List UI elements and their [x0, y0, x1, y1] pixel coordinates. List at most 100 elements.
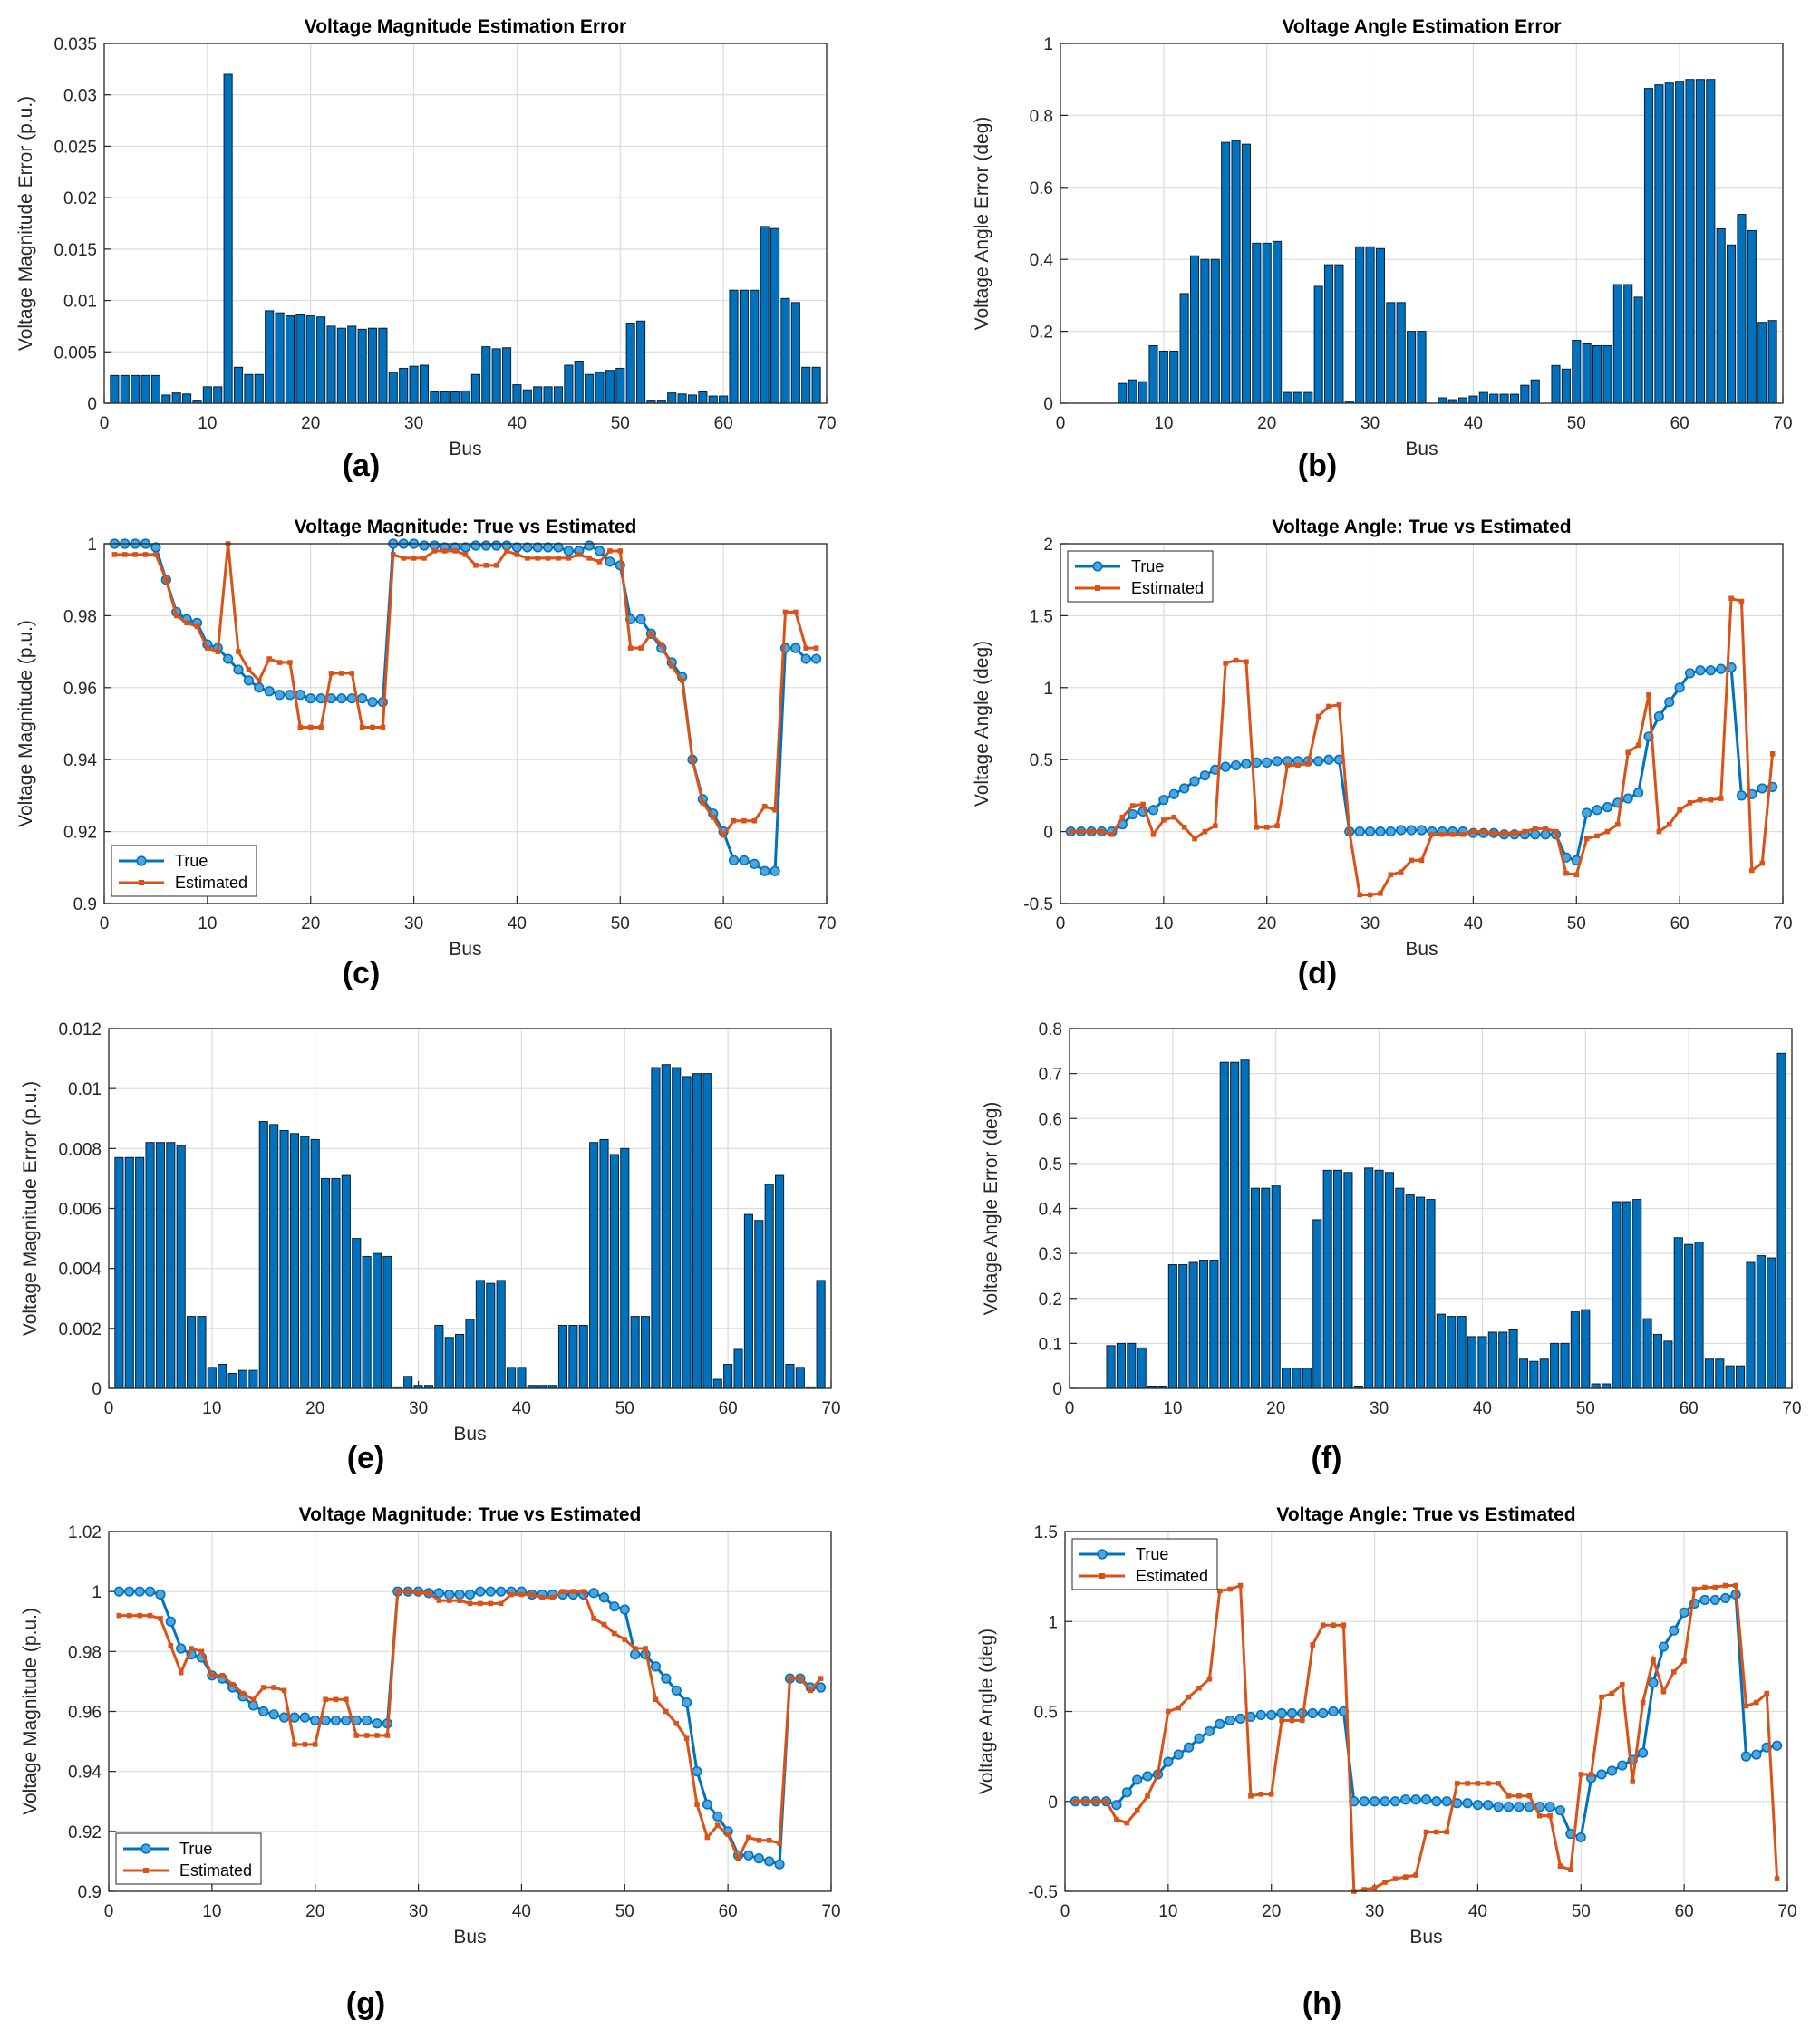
data-point	[1129, 803, 1136, 808]
data-point	[1547, 1812, 1553, 1819]
series-true	[1065, 662, 1778, 865]
bar	[145, 1142, 155, 1389]
data-point	[1318, 1707, 1329, 1719]
data-point	[1206, 1676, 1213, 1682]
data-point	[297, 724, 304, 730]
y-axis-label: Voltage Magnitude (p.u.)	[20, 1608, 41, 1815]
bar	[1685, 79, 1695, 404]
data-point	[1072, 1798, 1079, 1804]
data-point	[223, 653, 234, 664]
bar	[430, 392, 440, 404]
data-point	[704, 1834, 711, 1841]
data-point	[607, 548, 613, 554]
data-point	[1651, 1657, 1656, 1662]
data-point	[1557, 1863, 1563, 1870]
bar	[182, 393, 192, 404]
data-point	[1375, 826, 1386, 837]
data-point	[215, 649, 221, 654]
x-tick-label: 70	[1773, 914, 1792, 933]
data-point	[1702, 1584, 1708, 1590]
data-point	[274, 690, 286, 701]
data-point	[1114, 1816, 1119, 1822]
bar	[1283, 392, 1292, 404]
bar	[1396, 302, 1406, 404]
data-point	[446, 1598, 452, 1603]
bar	[444, 1337, 454, 1389]
data-point	[1449, 831, 1456, 837]
data-point	[426, 1590, 431, 1596]
bar	[357, 328, 367, 404]
data-point	[1272, 756, 1283, 767]
x-axis-label: Bus	[1409, 1927, 1442, 1948]
bar	[543, 386, 553, 404]
data-point	[184, 620, 189, 626]
axes-frame	[108, 1028, 832, 1389]
bar	[557, 1325, 568, 1389]
legend-label: True	[175, 852, 208, 870]
bar	[166, 1142, 176, 1389]
data-point	[800, 653, 811, 664]
x-tick-label: 20	[305, 1902, 324, 1921]
data-point	[1420, 1794, 1432, 1805]
data-point	[813, 645, 819, 651]
data-point	[1716, 663, 1727, 674]
data-point	[137, 1612, 142, 1619]
data-point	[1718, 796, 1724, 801]
bar	[512, 384, 522, 404]
data-point	[712, 1811, 723, 1822]
x-tick-label: 0	[100, 414, 110, 433]
x-tick-label: 30	[1360, 914, 1380, 933]
bar	[574, 360, 584, 404]
bar	[1292, 1368, 1302, 1389]
data-point	[643, 1646, 648, 1651]
bar	[171, 392, 181, 404]
data-point	[111, 552, 118, 557]
bar	[491, 348, 501, 404]
bar	[1374, 1169, 1384, 1389]
data-point	[1305, 761, 1312, 767]
y-tick-label: 0.03	[63, 87, 97, 106]
data-point	[529, 1591, 535, 1598]
data-point	[1103, 1798, 1109, 1804]
bar	[388, 372, 398, 404]
data-point	[1225, 1715, 1235, 1726]
bar	[743, 1213, 753, 1389]
bar	[316, 316, 326, 404]
bar	[517, 1367, 527, 1389]
legend-marker	[139, 880, 144, 885]
data-point	[1522, 828, 1528, 835]
data-point	[1089, 828, 1094, 835]
data-point	[770, 865, 780, 876]
bar	[723, 1364, 733, 1389]
data-point	[673, 1720, 680, 1726]
data-point	[372, 1718, 382, 1729]
data-point	[648, 631, 654, 637]
data-point	[363, 1733, 370, 1738]
y-tick-label: 0.025	[53, 138, 97, 157]
y-tick-label: 0.5	[1034, 1704, 1058, 1723]
bar	[1457, 1316, 1467, 1389]
data-point	[749, 858, 760, 869]
bar-series	[110, 73, 821, 404]
data-point	[803, 645, 809, 651]
data-point	[1392, 1876, 1399, 1881]
data-point	[777, 1841, 782, 1846]
data-point	[1578, 1772, 1584, 1777]
y-tick-label: 0.2	[1039, 1290, 1062, 1310]
x-tick-label: 20	[1262, 1902, 1281, 1921]
data-point	[1307, 1707, 1318, 1719]
y-tick-label: 0.9	[78, 1883, 102, 1902]
data-point	[165, 1616, 176, 1627]
data-point	[1543, 826, 1548, 832]
data-point	[405, 1589, 411, 1594]
bar	[667, 392, 677, 404]
data-point	[1248, 1793, 1254, 1799]
data-point	[1400, 1794, 1411, 1805]
bar	[1169, 350, 1179, 404]
data-point	[818, 1676, 824, 1681]
data-point	[1674, 682, 1685, 693]
bar	[202, 386, 212, 404]
data-point	[116, 1612, 122, 1619]
data-point	[292, 1742, 297, 1747]
bar	[615, 367, 625, 404]
